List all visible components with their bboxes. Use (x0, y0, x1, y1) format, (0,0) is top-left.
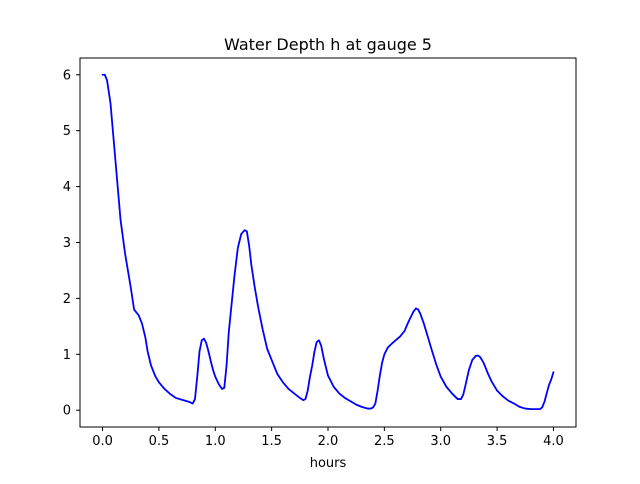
x-tick-label: 0.0 (92, 434, 113, 449)
x-axis-ticks: 0.0 0.5 1.0 1.5 2.0 2.5 3.0 3.5 4.0 (92, 427, 564, 449)
y-tick-label: 2 (63, 292, 71, 307)
x-tick-label: 2.5 (374, 434, 395, 449)
x-tick-label: 1.5 (261, 434, 282, 449)
y-axis-ticks: 0 1 2 3 4 5 6 (63, 68, 80, 419)
y-tick-label: 0 (63, 404, 71, 419)
x-tick-label: 1.0 (205, 434, 226, 449)
plot-layer (101, 73, 555, 411)
y-tick-label: 1 (63, 348, 71, 363)
y-tick-label: 4 (63, 180, 71, 195)
y-tick-label: 5 (63, 124, 71, 139)
x-axis-label: hours (310, 456, 347, 471)
chart-title: Water Depth h at gauge 5 (224, 35, 432, 54)
x-tick-label: 3.0 (430, 434, 451, 449)
series-line-0 (101, 73, 555, 411)
y-tick-label: 6 (63, 68, 71, 83)
x-tick-label: 2.0 (318, 434, 339, 449)
y-tick-label: 3 (63, 236, 71, 251)
x-tick-label: 4.0 (543, 434, 564, 449)
x-tick-label: 3.5 (487, 434, 508, 449)
x-tick-label: 0.5 (149, 434, 170, 449)
